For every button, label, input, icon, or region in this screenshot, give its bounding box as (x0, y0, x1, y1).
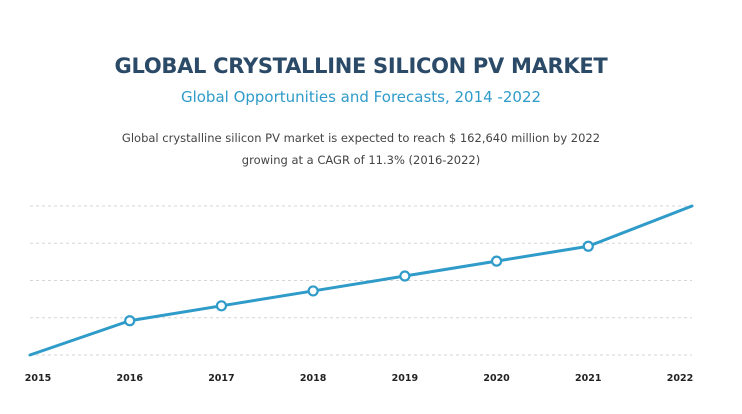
data-point-2017 (215, 300, 228, 312)
line-layer (28, 204, 694, 357)
x-tick-label-2020: 2020 (483, 373, 510, 384)
x-tick-label-2015: 2015 (25, 373, 51, 384)
data-point-2016 (124, 315, 136, 327)
x-tick-label-2022: 2022 (667, 373, 693, 384)
data-point-2020 (490, 255, 503, 267)
data-point-2018 (307, 285, 319, 297)
x-tick-labels: 2015 2016 2017 2018 2019 2020 2021 2022 (25, 373, 693, 384)
x-tick-label-2017: 2017 (208, 373, 234, 384)
x-tick-label-2016: 2016 (116, 373, 143, 384)
chart-description-line-1: Global crystalline silicon PV market is … (121, 131, 601, 145)
x-tick-label-2021: 2021 (575, 373, 601, 384)
grid-layer (30, 205, 692, 356)
marker-layer (124, 240, 594, 327)
x-tick-label-2018: 2018 (300, 373, 327, 384)
series-line (28, 204, 694, 357)
x-tick-label-2019: 2019 (392, 373, 418, 384)
data-point-2019 (399, 270, 411, 282)
data-point-2021 (582, 240, 594, 252)
chart-title: GLOBAL CRYSTALLINE SILICON PV MARKET (114, 54, 608, 78)
chart-subtitle: Global Opportunities and Forecasts, 2014… (180, 88, 542, 106)
chart-description-line-2: growing at a CAGR of 11.3% (2016-2022) (241, 153, 481, 167)
